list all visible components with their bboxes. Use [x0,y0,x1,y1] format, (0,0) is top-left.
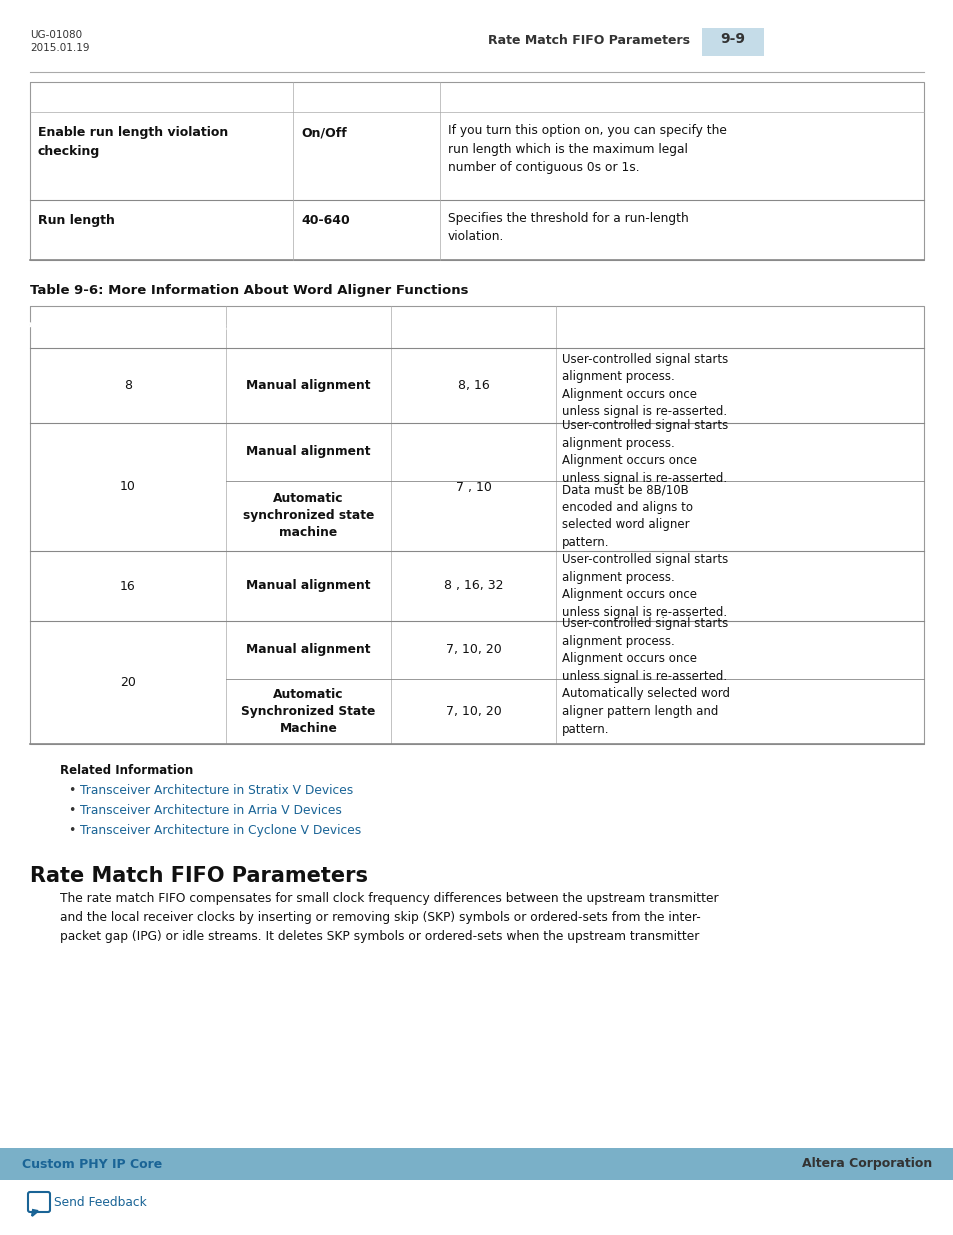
Bar [30,424,923,480]
Text: PMA-PCS Interface Width (bits): PMA-PCS Interface Width (bits) [24,321,232,333]
Text: •: • [68,824,75,837]
Bar [30,348,923,424]
Text: The rate match FIFO compensates for small clock frequency differences between th: The rate match FIFO compensates for smal… [60,892,718,944]
Text: If you turn this option on, you can specify the
run length which is the maximum : If you turn this option on, you can spec… [448,124,726,174]
Text: Transceiver Architecture in Stratix V Devices: Transceiver Architecture in Stratix V De… [80,784,353,797]
Text: UG-01080: UG-01080 [30,30,82,40]
Text: Altera Corporation: Altera Corporation [801,1157,931,1171]
Text: Manual alignment: Manual alignment [246,579,371,593]
Text: 40-640: 40-640 [301,214,350,227]
Text: Name: Name [141,90,181,104]
Text: Custom PHY IP Core: Custom PHY IP Core [22,1157,162,1171]
Text: 8: 8 [124,379,132,391]
Text: Value: Value [347,90,386,104]
Text: 2015.01.19: 2015.01.19 [30,43,90,53]
Text: 7, 10, 20: 7, 10, 20 [445,643,501,657]
Text: Data must be 8B/10B
encoded and aligns to
selected word aligner
pattern.: Data must be 8B/10B encoded and aligns t… [561,483,692,548]
Text: User-controlled signal starts
alignment process.
Alignment occurs once
unless si: User-controlled signal starts alignment … [561,618,727,683]
Text: •: • [68,784,75,797]
Text: Word Alignment Behavior: Word Alignment Behavior [655,321,824,333]
Text: Manual alignment: Manual alignment [246,643,371,657]
Bar [30,306,923,348]
Bar [30,82,923,261]
Text: User-controlled signal starts
alignment process.
Alignment occurs once
unless si: User-controlled signal starts alignment … [561,419,727,485]
Bar [30,82,923,112]
Text: 7, 10, 20: 7, 10, 20 [445,705,501,718]
Text: Transceiver Architecture in Arria V Devices: Transceiver Architecture in Arria V Devi… [80,804,341,818]
Text: Automatic
synchronized state
machine: Automatic synchronized state machine [243,493,374,540]
Text: User-controlled signal starts
alignment process.
Alignment occurs once
unless si: User-controlled signal starts alignment … [561,353,727,419]
Text: Rate Match FIFO Parameters: Rate Match FIFO Parameters [488,35,689,47]
Text: Related Information: Related Information [60,764,193,777]
Text: Table 9-6: More Information About Word Aligner Functions: Table 9-6: More Information About Word A… [30,284,468,296]
Text: Automatically selected word
aligner pattern length and
pattern.: Automatically selected word aligner patt… [561,688,729,736]
Text: 9-9: 9-9 [720,32,744,46]
Bar [30,112,923,200]
Bar [30,480,923,551]
Text: •: • [68,804,75,818]
Text: 8, 16: 8, 16 [457,379,489,391]
Text: Manual alignment: Manual alignment [246,446,371,458]
Text: Automatic
Synchronized State
Machine: Automatic Synchronized State Machine [241,688,375,735]
Text: 20: 20 [120,676,135,689]
Text: Send Feedback: Send Feedback [54,1195,147,1209]
Text: Transceiver Architecture in Cyclone V Devices: Transceiver Architecture in Cyclone V De… [80,824,361,837]
Bar [30,306,923,743]
Text: 8 , 16, 32: 8 , 16, 32 [443,579,503,593]
Text: 7 , 10: 7 , 10 [456,480,491,494]
Text: Manual alignment: Manual alignment [246,379,371,391]
Text: Description: Description [641,90,721,104]
Bar [0,1149,953,1179]
Text: On/Off: On/Off [301,126,346,140]
Bar [30,551,923,621]
Text: 16: 16 [120,579,135,593]
Text: Word Alignment
Pattern Length (bits): Word Alignment Pattern Length (bits) [403,312,543,342]
Text: Enable run length violation
checking: Enable run length violation checking [38,126,228,158]
Text: Specifies the threshold for a run-length
violation.: Specifies the threshold for a run-length… [448,212,688,243]
Text: Word Alignment
Mode: Word Alignment Mode [254,312,361,342]
Bar [30,200,923,261]
Text: User-controlled signal starts
alignment process.
Alignment occurs once
unless si: User-controlled signal starts alignment … [561,553,727,619]
Text: Rate Match FIFO Parameters: Rate Match FIFO Parameters [30,866,368,885]
Bar [30,621,923,679]
Text: Run length: Run length [38,214,114,227]
Bar [30,679,923,743]
Bar [701,28,763,56]
Text: 10: 10 [120,480,135,494]
